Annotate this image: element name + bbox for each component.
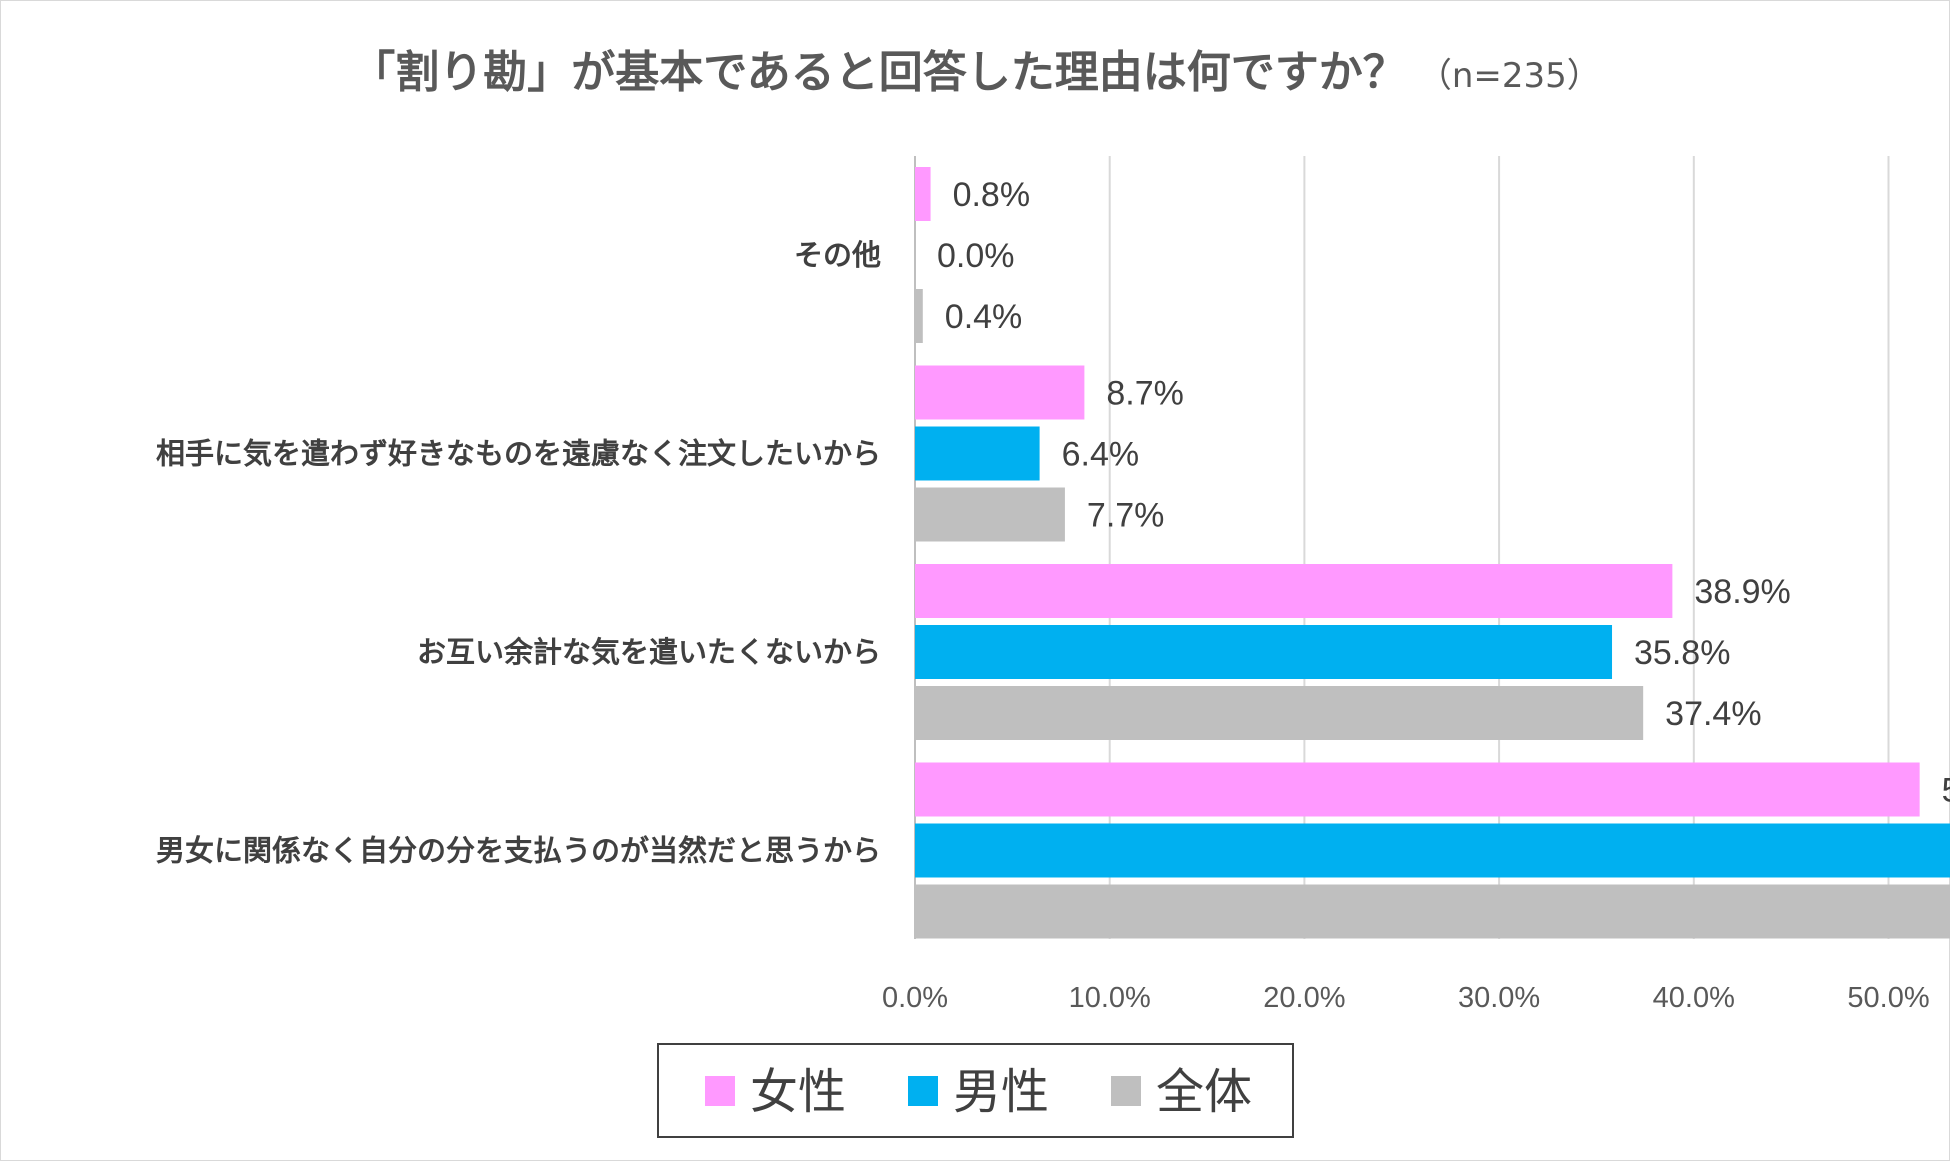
category-labels: その他相手に気を遣わず好きなものを遠慮なく注文したいからお互い余計な気を遣いたく… bbox=[156, 238, 881, 868]
bar-2-3 bbox=[915, 625, 1613, 679]
data-label: 38.9% bbox=[1694, 573, 1790, 611]
bar-1-4 bbox=[915, 762, 1920, 817]
legend-swatch bbox=[908, 1076, 938, 1106]
x-tick-label: 50.0% bbox=[1847, 982, 1929, 1014]
bar-1-2 bbox=[915, 365, 1085, 420]
x-axis-ticks: 0.0%10.0%20.0%30.0%40.0%50.0%60.0%70.0% bbox=[882, 982, 1930, 1014]
x-tick-label: 40.0% bbox=[1653, 982, 1735, 1014]
data-label: 8.7% bbox=[1106, 375, 1184, 413]
data-label: 6.4% bbox=[1062, 436, 1140, 474]
legend-box bbox=[657, 1043, 1294, 1138]
bar-3-1 bbox=[915, 289, 923, 343]
data-labels: 0.8% 0.0% 0.4% 8.7% 6.4% 7.7% 38.9% 35.8% 37.4% 5… bbox=[937, 176, 1950, 810]
data-label: 0.8% bbox=[953, 176, 1030, 214]
data-label: 0.4% bbox=[945, 298, 1023, 336]
chart-title: 「割り勘」が基本であると回答した理由は何ですか？ （n=235） bbox=[351, 47, 1601, 98]
data-label: 37.4% bbox=[1665, 695, 1761, 733]
category-label: お互い余計な気を遣いたくないから bbox=[417, 635, 881, 669]
legend: 女性 男性 全体 bbox=[657, 1043, 1294, 1138]
data-label: 7.7% bbox=[1087, 497, 1165, 535]
category-label: その他 bbox=[794, 238, 881, 272]
legend-swatch bbox=[705, 1076, 735, 1106]
legend-label: 男性 bbox=[953, 1064, 1049, 1120]
category-label: 男女に関係なく自分の分を支払うのが当然だと思うから bbox=[156, 834, 881, 868]
gridlines bbox=[914, 156, 1890, 939]
x-tick-label: 20.0% bbox=[1263, 982, 1345, 1014]
legend-label: 女性 bbox=[750, 1064, 846, 1120]
chart-subtitle: （n=235） bbox=[1418, 56, 1601, 96]
bars bbox=[915, 167, 1950, 939]
x-tick-label: 30.0% bbox=[1458, 982, 1540, 1014]
data-label: 51.6% bbox=[1942, 772, 1950, 810]
x-tick-label: 0.0% bbox=[882, 982, 948, 1014]
bar-3-3 bbox=[915, 686, 1644, 740]
bar-2-4 bbox=[915, 823, 1950, 878]
data-label: 0.0% bbox=[937, 237, 1015, 275]
bar-2-2 bbox=[915, 426, 1040, 481]
bar-3-4 bbox=[915, 884, 1950, 939]
bar-1-3 bbox=[915, 564, 1673, 618]
category-label: 相手に気を遣わず好きなものを遠慮なく注文したいから bbox=[156, 437, 881, 471]
bar-1-1 bbox=[915, 167, 931, 221]
legend-label: 全体 bbox=[1156, 1064, 1252, 1120]
bar-3-2 bbox=[915, 487, 1065, 542]
data-label: 35.8% bbox=[1634, 634, 1730, 672]
chart-title-main: 「割り勘」が基本であると回答した理由は何ですか？ bbox=[351, 47, 1407, 98]
x-tick-label: 10.0% bbox=[1069, 982, 1151, 1014]
legend-swatch bbox=[1111, 1076, 1141, 1106]
